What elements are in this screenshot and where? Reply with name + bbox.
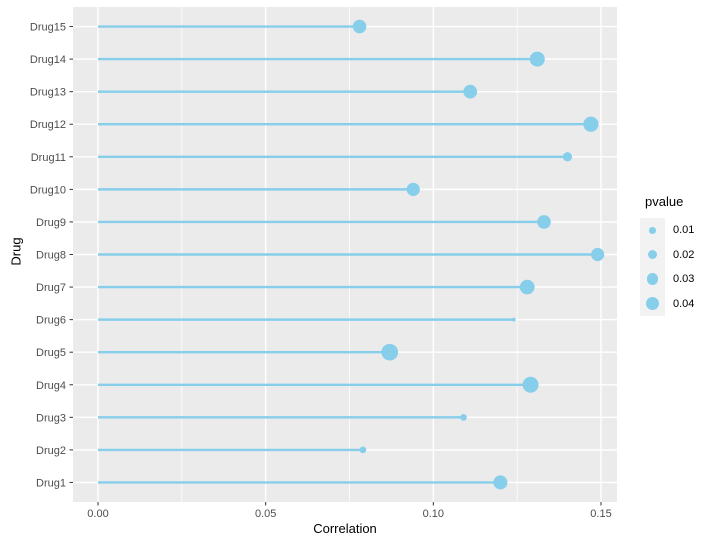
lollipop-dot [591,247,605,262]
y-axis-title: Drug [8,237,24,266]
legend: pvalue 0.01 0.02 0.03 0.04 [640,193,694,316]
lollipop-dot [406,182,420,196]
lollipop-dot [522,376,539,393]
y-tick-label: Drug12 [30,119,66,131]
lollipop-dot [460,413,467,421]
lollipop-dot [529,51,545,67]
y-tick-label: Drug11 [31,152,66,164]
legend-key [640,218,665,243]
pvalue-dot-icon [646,273,659,286]
lollipop-dot [359,446,367,454]
x-tick-label: 0.10 [423,508,444,520]
y-tick-label: Drug15 [30,22,66,34]
legend-entry: 0.02 [640,242,695,267]
y-tick-label: Drug3 [36,412,66,424]
y-tick-label: Drug8 [36,250,66,262]
y-tick-label: Drug13 [30,87,66,99]
lollipop-dot [352,19,367,34]
y-tick-label: Drug14 [30,54,66,66]
y-tick-label: Drug9 [36,217,66,229]
lollipop-dot [493,475,508,490]
legend-entry: 0.03 [640,267,694,292]
lollipop-dot [511,317,516,322]
legend-entry-label: 0.02 [673,248,695,261]
x-tick-label: 0.15 [590,508,611,520]
lollipop-dot [562,152,573,162]
legend-entry-label: 0.04 [673,297,695,310]
legend-entry: 0.01 [640,218,694,243]
x-axis-title: Correlation [313,521,377,536]
y-tick-label: Drug1 [36,477,66,489]
y-tick-label: Drug10 [30,184,66,196]
legend-title: pvalue [645,194,684,209]
legend-entry-label: 0.01 [673,224,695,237]
x-tick-label: 0.05 [255,508,276,520]
legend-key [640,291,665,316]
y-tick-label: Drug2 [36,445,66,457]
y-tick-label: Drug4 [36,380,66,392]
lollipop-dot [381,343,399,361]
legend-entry-label: 0.03 [673,273,695,286]
legend-entry: 0.04 [640,291,695,316]
lollipop-dot [519,279,535,295]
pvalue-dot-icon [645,297,660,311]
pvalue-dot-icon [649,226,656,234]
y-tick-label: Drug6 [36,315,66,327]
lollipop-dot [583,116,599,132]
pvalue-dot-icon [647,250,658,260]
lollipop-dot [537,215,551,229]
x-tick-label: 0.00 [87,508,108,520]
y-tick-label: Drug7 [36,282,66,294]
legend-key [640,242,665,267]
y-tick-label: Drug5 [36,347,66,359]
legend-key [640,267,665,292]
lollipop-dot [463,84,478,99]
